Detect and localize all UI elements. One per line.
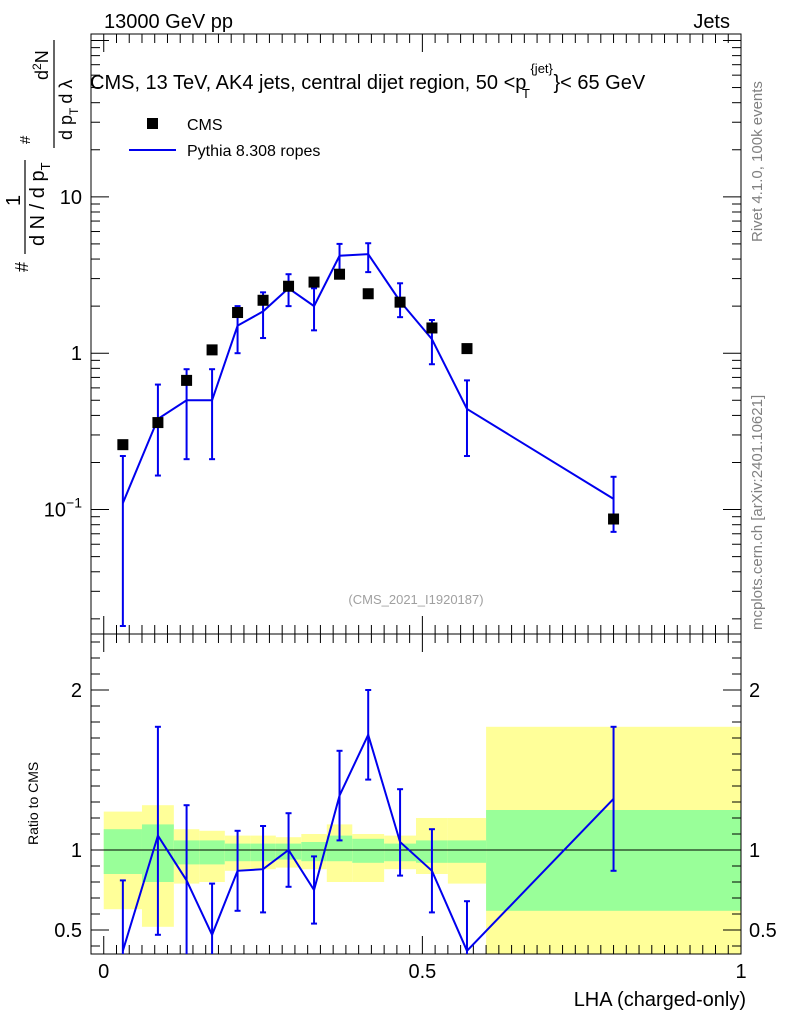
main-y-axis-label: # 1 d N / d pT # d2N d pTd λ <box>3 40 81 272</box>
ratio-y-tick-label-left-2: 2 <box>71 680 82 702</box>
x-tick-label-2: 1 <box>735 961 746 983</box>
plot-title-sup: {jet} <box>530 61 553 76</box>
ratio-band-stat-9 <box>352 838 385 863</box>
rivet-version-label: Rivet 4.1.0, 100k events <box>749 81 766 242</box>
cms-data-point <box>461 343 473 355</box>
ylabel-frac1-num: 1 <box>3 195 25 206</box>
ratio-y-tick-label-right-0: 0.5 <box>749 920 777 942</box>
legend-pythia-label: Pythia 8.308 ropes <box>187 143 320 160</box>
main-y-tick-label-base: 10 <box>44 500 66 522</box>
cms-data-point <box>232 307 244 319</box>
header-observable-group: Jets <box>693 11 730 33</box>
ylabel-frac2-num-tail: N <box>32 50 52 63</box>
x-tick-label-1: 0.5 <box>408 961 436 983</box>
ylabel-frac2-hash: # <box>17 135 34 144</box>
plot-title: CMS, 13 TeV, AK4 jets, central dijet reg… <box>90 56 646 103</box>
main-y-tick-label-2: 10 <box>60 187 82 209</box>
legend-cms-label: CMS <box>187 117 223 134</box>
ylabel-frac2-num-sup: 2 <box>30 63 44 70</box>
main-y-tick-label-1: 1 <box>71 343 82 365</box>
cms-data-point <box>394 296 406 308</box>
ratio-y-tick-label-right-2: 2 <box>749 680 760 702</box>
ylabel-frac1-den: d N / d pT <box>27 162 53 246</box>
cms-data-point <box>283 280 295 292</box>
ratio-panel-series <box>119 689 617 954</box>
ylabel-frac2-den-text: d p <box>56 115 76 140</box>
main-y-tick-label-exp: −1 <box>66 495 82 511</box>
ratio-y-tick-label-left-1: 1 <box>71 840 82 862</box>
cms-data-point <box>608 513 620 525</box>
cms-data-point <box>257 294 269 306</box>
cms-data-point <box>334 268 346 280</box>
header-process: 13000 GeV pp <box>104 11 233 33</box>
ratio-y-tick-label-left-0: 0.5 <box>54 920 82 942</box>
ylabel-frac2-den-sub: T <box>67 107 81 115</box>
cms-data-point <box>308 276 320 288</box>
ratio-curve <box>121 732 615 953</box>
ratio-panel-frame <box>90 633 742 955</box>
ylabel-frac1-den-text: d N / d p <box>27 170 49 246</box>
ratio-y-tick-label-right-1: 1 <box>749 840 760 862</box>
plot-title-sub: T <box>522 86 530 101</box>
main-panel-series <box>117 242 620 628</box>
legend-cms-marker <box>147 118 158 129</box>
ratio-band-stat-0 <box>103 829 142 874</box>
cms-data-point <box>117 439 129 451</box>
cms-data-point <box>362 288 374 300</box>
ylabel-frac2-num-text: d <box>32 70 52 80</box>
plot-title-suffix: }< 65 GeV <box>553 72 645 94</box>
ratio-panel-axes: 0 0.5 10.5 0.51 12 2 <box>54 634 777 983</box>
mcplots-label: mcplots.cern.ch [arXiv:2401.10621] <box>749 395 766 630</box>
ylabel-hash: # <box>12 262 32 272</box>
ylabel-frac2-num: d2N <box>30 50 52 80</box>
ylabel-frac1-den-sub: T <box>38 162 53 170</box>
ratio-uncertainty-bands <box>103 726 741 954</box>
ratio-y-axis-label: Ratio to CMS <box>25 762 41 845</box>
analysis-id: (CMS_2021_I1920187) <box>348 592 483 607</box>
ratio-band-stat-7 <box>301 842 327 862</box>
x-tick-label-0: 0 <box>98 961 109 983</box>
cms-data-point <box>152 417 164 429</box>
x-axis-label: LHA (charged-only) <box>574 989 746 1011</box>
main-y-tick-label-0: 10−1 <box>44 495 82 522</box>
ylabel-frac2-den: d pTd λ <box>56 80 81 140</box>
cms-data-point <box>206 344 218 356</box>
ratio-band-stat-3 <box>199 840 225 865</box>
cms-data-point <box>181 374 193 386</box>
plot-title-prefix: CMS, 13 TeV, AK4 jets, central dijet reg… <box>90 72 526 94</box>
ratio-band-stat-12 <box>447 840 487 863</box>
cms-data-point <box>426 322 438 334</box>
ylabel-frac2-den-tail: d λ <box>56 80 76 104</box>
